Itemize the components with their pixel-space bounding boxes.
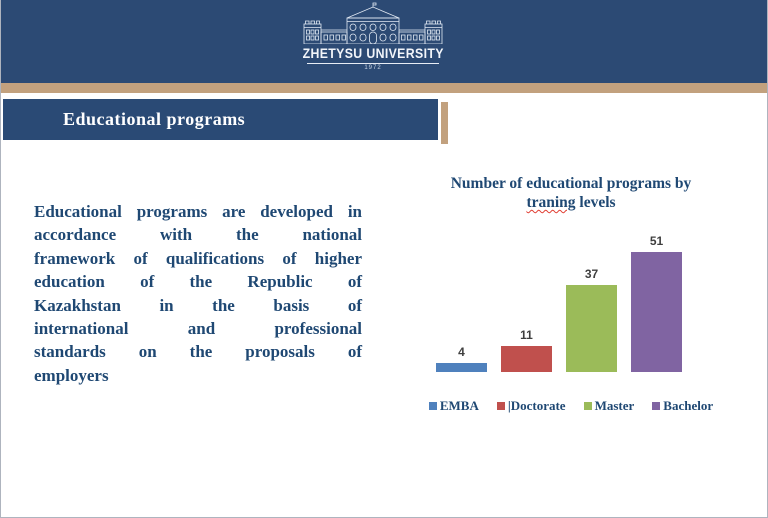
header-band <box>1 0 767 83</box>
bar-bachelor <box>631 252 682 372</box>
bar-plot: 4 11 37 51 <box>421 202 721 372</box>
legend-swatch-icon <box>428 402 437 410</box>
legend-item: |Doctorate <box>496 398 566 414</box>
chart-title-line1: Number of educational programs by <box>450 175 692 192</box>
bar-value-label: 4 <box>458 345 465 359</box>
bar-doctorate <box>501 346 552 372</box>
paragraph-line: Educational programs are developed in <box>34 202 362 221</box>
paragraph-line: Kazakhstan in the basis of <box>34 295 362 315</box>
legend-swatch-icon <box>496 402 505 410</box>
bar-value-label: 51 <box>649 234 664 248</box>
title-bar-shadow <box>441 102 448 144</box>
logo-divider <box>307 63 439 64</box>
bar-emba <box>436 363 487 372</box>
header-accent-stripe <box>1 83 767 93</box>
legend-label: EMBA <box>439 398 479 413</box>
legend-item: Master <box>583 398 635 414</box>
university-name: ZHETYSU UNIVERSITY <box>302 45 444 61</box>
university-building-icon <box>303 2 443 44</box>
legend-item: Bachelor <box>652 398 713 414</box>
legend-label: |Doctorate <box>507 398 566 413</box>
bar-chart: Number of educational programs by tranin… <box>421 172 721 422</box>
slide-title: Educational programs <box>63 109 246 129</box>
legend-swatch-icon <box>652 402 661 410</box>
bar-master <box>566 285 617 372</box>
chart-title-line2-rest: levels <box>575 194 616 211</box>
university-logo: ZHETYSU UNIVERSITY 1972 <box>293 2 453 71</box>
legend-label: Master <box>594 398 635 413</box>
legend-item: EMBA <box>428 398 479 414</box>
paragraph-line: international and professional <box>34 319 362 339</box>
paragraph-line: framework of qualifications of higher <box>34 248 362 268</box>
bar-value-label: 11 <box>520 328 533 342</box>
chart-title: Number of educational programs by tranin… <box>421 174 721 212</box>
legend-swatch-icon <box>583 402 592 410</box>
chart-title-line2: traning levels <box>421 193 721 212</box>
paragraph-line: employers <box>34 365 109 385</box>
founded-year: 1972 <box>364 65 382 71</box>
paragraph-line: standards on the proposals of <box>34 342 362 362</box>
misspelled-word: traning <box>526 194 576 211</box>
body-paragraph: Educational programs are developed in acc… <box>34 200 362 387</box>
slide-title-bar: Educational programs <box>3 99 438 140</box>
paragraph-line: education of the Republic of <box>34 272 362 292</box>
legend-label: Bachelor <box>663 398 714 413</box>
chart-legend: EMBA |Doctorate Master Bachelor <box>421 398 721 414</box>
paragraph-line: accordance with the national <box>34 225 362 245</box>
bar-value-label: 37 <box>584 267 599 281</box>
